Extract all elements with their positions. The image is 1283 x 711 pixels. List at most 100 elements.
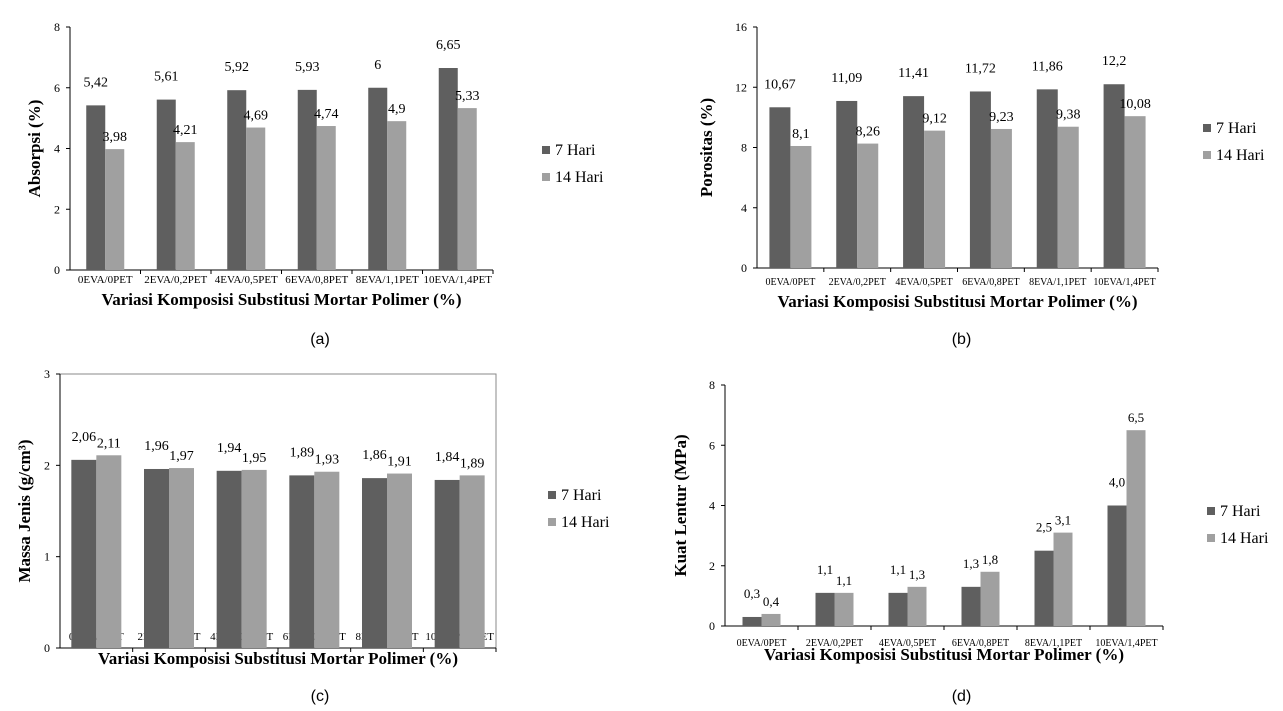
legend-label-7-hari: 7 Hari — [555, 142, 596, 159]
category-label: 2EVA/0,2PET — [144, 274, 207, 286]
bar-14-hari — [459, 475, 485, 648]
data-label: 6,5 — [1128, 410, 1144, 425]
category-label: 10EVA/1,4PET — [423, 274, 492, 286]
bar-7-hari — [297, 89, 317, 270]
data-label: 11,41 — [898, 66, 929, 81]
legend-swatch-14-hari — [1207, 534, 1215, 542]
data-label: 1,8 — [982, 552, 998, 567]
data-label: 10,67 — [764, 77, 796, 92]
bar-7-hari — [86, 105, 106, 271]
data-label: 0,4 — [763, 594, 780, 609]
y-tick-label: 1 — [44, 550, 50, 564]
y-tick-label: 8 — [54, 20, 60, 34]
data-label: 2,06 — [72, 430, 97, 445]
legend-label-7-hari: 7 Hari — [1220, 503, 1261, 520]
caption-d: (d) — [951, 688, 972, 705]
bar-14-hari — [169, 468, 194, 648]
data-label: 1,84 — [435, 450, 460, 465]
y-tick-label: 8 — [741, 141, 747, 155]
y-tick-label: 4 — [54, 142, 60, 156]
bar-7-hari — [438, 68, 458, 270]
bar-7-hari — [144, 468, 169, 648]
bar-14-hari — [1124, 116, 1146, 268]
bar-14-hari — [907, 586, 927, 626]
bar-7-hari — [434, 479, 460, 648]
bar-14-hari — [96, 455, 122, 648]
legend-swatch-14-hari — [542, 173, 550, 181]
data-label: 1,97 — [169, 449, 194, 464]
category-label: 6EVA/0,8PET — [962, 277, 1019, 288]
y-tick-label: 2 — [54, 202, 60, 216]
legend-swatch-14-hari — [1203, 151, 1211, 159]
y-tick-label: 3 — [44, 367, 50, 381]
y-axis-title: Porositas (%) — [697, 98, 716, 197]
data-label: 2,5 — [1036, 520, 1052, 535]
bar-7-hari — [1103, 84, 1125, 268]
category-label: 10EVA/1,4PET — [1095, 638, 1157, 649]
chart-c-plot: 01230EVA/0PET2,062,112EVA/0,2PET1,961,97… — [15, 367, 610, 668]
bar-7-hari — [969, 91, 991, 268]
bar-14-hari — [1053, 532, 1073, 626]
bar-14-hari — [857, 143, 879, 268]
chart-panel-b: 0 4 8 12 16 0EVA/0PET 10,67 8,1 2EVA/0,2PET 11,09… — [640, 0, 1283, 352]
data-label: 4,74 — [314, 107, 339, 122]
bar-14-hari — [316, 126, 336, 271]
bar-7-hari — [836, 100, 858, 268]
legend-swatch-7-hari — [548, 491, 556, 499]
y-tick-label: 0 — [741, 261, 747, 275]
data-label: 11,09 — [831, 71, 862, 86]
data-label: 6,65 — [436, 38, 461, 53]
category-label: 0EVA/0PET — [766, 277, 816, 288]
bar-14-hari — [834, 592, 854, 626]
caption-a: (a) — [310, 331, 330, 348]
category-label: 6EVA/0,8PET — [285, 274, 348, 286]
data-label: 0,3 — [744, 586, 760, 601]
legend-swatch-7-hari — [1203, 124, 1211, 132]
chart-d-plot: 024680EVA/0PET0,30,42EVA/0,2PET1,11,14EV… — [671, 378, 1269, 664]
bar-14-hari — [790, 145, 812, 268]
data-label: 11,86 — [1032, 59, 1063, 74]
data-label: 10,08 — [1119, 97, 1151, 112]
y-axis-title: Absorpsi (%) — [25, 100, 44, 198]
bar-14-hari — [175, 142, 195, 270]
y-tick-label: 2 — [709, 559, 715, 573]
category-label: 8EVA/1,1PET — [356, 274, 419, 286]
bar-14-hari — [246, 127, 266, 270]
category-label: 8EVA/1,1PET — [1029, 277, 1086, 288]
data-label: 1,3 — [963, 556, 979, 571]
bar-7-hari — [815, 592, 835, 626]
data-label: 5,92 — [225, 60, 250, 75]
data-label: 1,1 — [890, 562, 906, 577]
category-label: 10EVA/1,4PET — [1093, 277, 1155, 288]
legend-swatch-7-hari — [1207, 507, 1215, 515]
data-label: 3,1 — [1055, 513, 1071, 528]
legend-label-14-hari: 14 Hari — [561, 514, 610, 531]
chart-panel-c: 01230EVA/0PET2,062,112EVA/0,2PET1,961,97… — [0, 360, 640, 711]
data-label: 1,95 — [242, 451, 267, 466]
category-label: 4EVA/0,5PET — [215, 274, 278, 286]
bar-7-hari — [71, 459, 97, 648]
y-tick-label: 4 — [709, 499, 715, 513]
bar-7-hari — [1036, 89, 1058, 268]
bar-14-hari — [314, 471, 340, 648]
data-label: 5,93 — [295, 60, 320, 75]
y-tick-label: 6 — [54, 81, 60, 95]
data-label: 5,42 — [84, 75, 109, 90]
legend-label-14-hari: 14 Hari — [555, 169, 604, 186]
data-label: 8,1 — [792, 127, 810, 142]
legend-label-7-hari: 7 Hari — [561, 487, 602, 504]
data-label: 4,0 — [1109, 475, 1125, 490]
category-label: 4EVA/0,5PET — [895, 277, 952, 288]
bar-7-hari — [156, 99, 176, 270]
y-tick-label: 2 — [44, 458, 50, 472]
bar-7-hari — [888, 592, 908, 626]
data-label: 3,98 — [103, 130, 128, 145]
data-label: 9,38 — [1056, 108, 1081, 123]
data-label: 1,91 — [387, 455, 412, 470]
y-axis-title: Kuat Lentur (MPa) — [671, 434, 690, 576]
legend-label-14-hari: 14 Hari — [1220, 530, 1269, 547]
data-label: 1,3 — [909, 567, 925, 582]
data-label: 5,33 — [455, 89, 480, 104]
chart-b-plot: 0 4 8 12 16 0EVA/0PET 10,67 8,1 2EVA/0,2PET 11,09… — [697, 20, 1265, 311]
bar-14-hari — [1057, 126, 1079, 269]
